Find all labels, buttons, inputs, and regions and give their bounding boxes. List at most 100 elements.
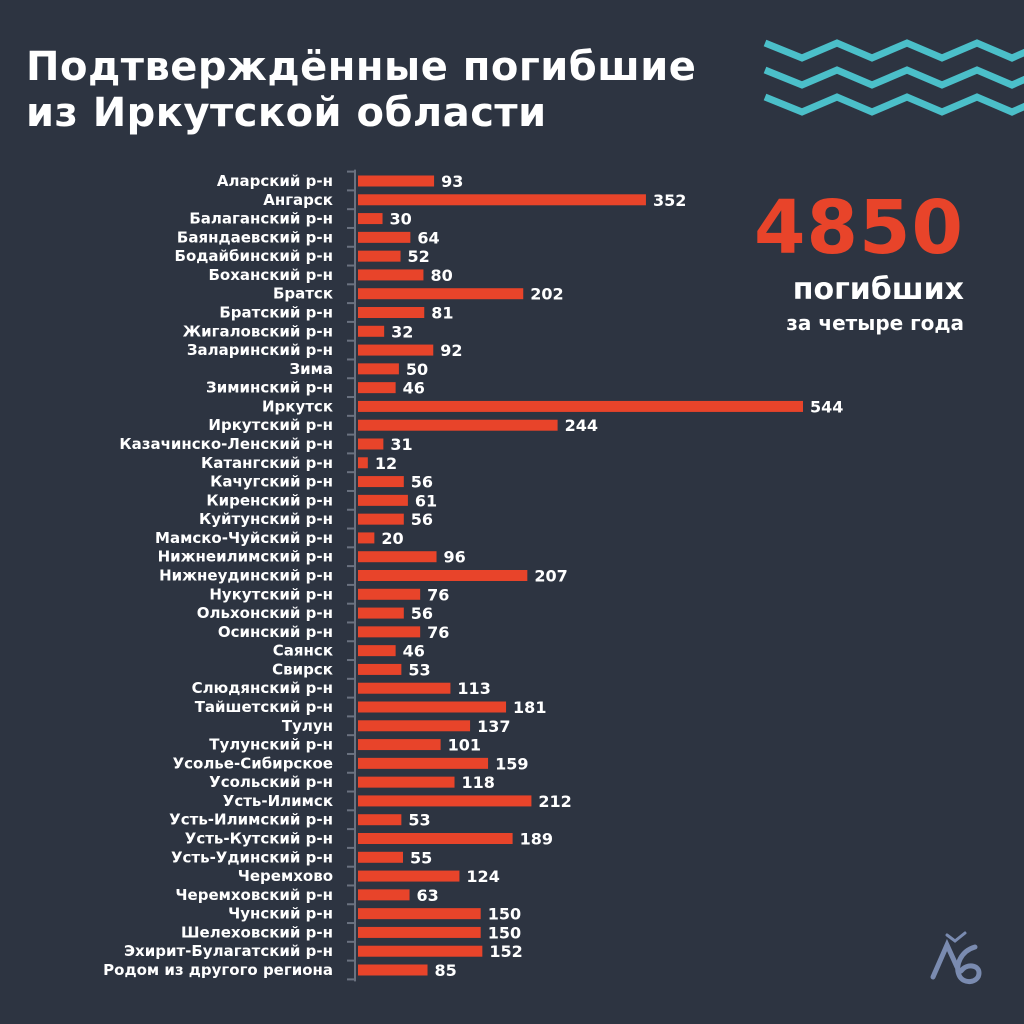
- data-label: 159: [495, 754, 528, 773]
- bar: [358, 795, 532, 807]
- data-label: 181: [513, 698, 546, 717]
- page-title: Подтверждённые погибшие из Иркутской обл…: [26, 44, 696, 136]
- data-label: 113: [457, 679, 490, 698]
- category-label: Нижнеудинский р-н: [159, 567, 333, 585]
- category-label: Родом из другого региона: [103, 961, 333, 979]
- bar: [358, 325, 385, 337]
- category-label: Бодайбинский р-н: [175, 247, 333, 265]
- data-label: 150: [488, 923, 521, 942]
- bar: [358, 213, 383, 225]
- category-label: Катангский р-н: [201, 454, 333, 472]
- category-label: Качугский р-н: [210, 473, 333, 491]
- bar: [358, 663, 402, 675]
- data-label: 150: [488, 905, 521, 924]
- data-label: 202: [530, 285, 563, 304]
- bar: [358, 419, 558, 431]
- data-label: 76: [427, 623, 449, 642]
- total-label: погибших: [792, 272, 964, 307]
- data-label: 92: [440, 341, 462, 360]
- data-label: 30: [390, 210, 412, 229]
- data-label: 124: [466, 867, 499, 886]
- bar: [358, 739, 441, 751]
- category-label: Тулун: [282, 717, 333, 735]
- data-label: 118: [462, 773, 495, 792]
- data-label: 63: [417, 886, 439, 905]
- category-label: Зиминский р-н: [206, 379, 333, 397]
- bar: [358, 175, 435, 187]
- data-label: 80: [430, 266, 452, 285]
- data-label: 544: [810, 397, 843, 416]
- data-label: 85: [435, 961, 457, 980]
- category-label: Усольский р-н: [209, 773, 333, 791]
- data-label: 56: [411, 604, 433, 623]
- data-label: 56: [411, 510, 433, 529]
- bar: [358, 870, 460, 882]
- data-label: 352: [653, 191, 686, 210]
- data-label: 53: [408, 811, 430, 830]
- category-label: Братск: [273, 285, 333, 303]
- category-label: Иркутск: [262, 397, 333, 415]
- bar: [358, 926, 481, 938]
- data-label: 46: [403, 379, 425, 398]
- category-label: Усть-Илимск: [223, 792, 333, 810]
- bar: [358, 551, 437, 563]
- data-label: 207: [534, 567, 567, 586]
- bar: [358, 701, 507, 713]
- category-label: Шелеховский р-н: [181, 923, 333, 941]
- bar: [358, 814, 402, 826]
- data-label: 53: [408, 660, 430, 679]
- category-label: Баяндаевский р-н: [177, 228, 333, 246]
- category-label: Ольхонский р-н: [197, 604, 333, 622]
- zigzag-decoration-icon: [763, 39, 1024, 116]
- data-label: 55: [410, 848, 432, 867]
- bar: [358, 194, 646, 206]
- category-label: Братский р-н: [219, 304, 333, 322]
- category-label: Заларинский р-н: [187, 341, 333, 359]
- bar: [358, 513, 404, 525]
- data-label: 31: [390, 435, 412, 454]
- bar: [358, 776, 455, 788]
- category-label: Нижнеилимский р-н: [158, 548, 333, 566]
- bar: [358, 532, 375, 544]
- bar: [358, 607, 404, 619]
- bar: [358, 889, 410, 901]
- category-label: Боханский р-н: [208, 266, 333, 284]
- data-label: 61: [415, 491, 437, 510]
- data-label: 212: [538, 792, 571, 811]
- bar: [358, 570, 528, 581]
- data-label: 46: [403, 642, 425, 661]
- data-label: 189: [520, 830, 553, 849]
- lb-logo-icon: [930, 931, 982, 984]
- category-label: Усолье-Сибирское: [173, 754, 333, 772]
- category-label: Балаганский р-н: [189, 210, 333, 228]
- data-label: 137: [477, 717, 510, 736]
- category-label: Чунский р-н: [228, 905, 333, 923]
- bar: [358, 908, 481, 920]
- category-label: Жигаловский р-н: [183, 322, 333, 340]
- bar: [358, 382, 396, 394]
- category-label: Усть-Илимский р-н: [169, 811, 333, 829]
- total-summary: 4850 погибших за четыре года: [754, 188, 964, 338]
- category-label: Куйтунский р-н: [199, 510, 333, 528]
- total-period: за четыре года: [786, 311, 964, 335]
- category-label: Эхирит-Булагатский р-н: [124, 942, 333, 960]
- data-label: 81: [431, 304, 453, 323]
- data-label: 56: [411, 473, 433, 492]
- data-label: 32: [391, 322, 413, 341]
- bar: [358, 288, 524, 300]
- data-label: 101: [448, 736, 481, 755]
- category-label: Аларский р-н: [217, 172, 333, 190]
- bar: [358, 363, 399, 375]
- bar: [358, 476, 404, 488]
- category-label: Усть-Удинский р-н: [171, 848, 333, 866]
- bar: [358, 720, 471, 732]
- title-line-1: Подтверждённые погибшие: [26, 44, 697, 90]
- data-label: 20: [381, 529, 403, 548]
- data-label: 76: [427, 585, 449, 604]
- category-label: Слюдянский р-н: [192, 679, 333, 697]
- data-label: 50: [406, 360, 428, 379]
- bar: [358, 682, 451, 694]
- data-label: 64: [417, 228, 439, 247]
- bar: [358, 945, 483, 957]
- category-label: Усть-Кутский р-н: [185, 830, 333, 848]
